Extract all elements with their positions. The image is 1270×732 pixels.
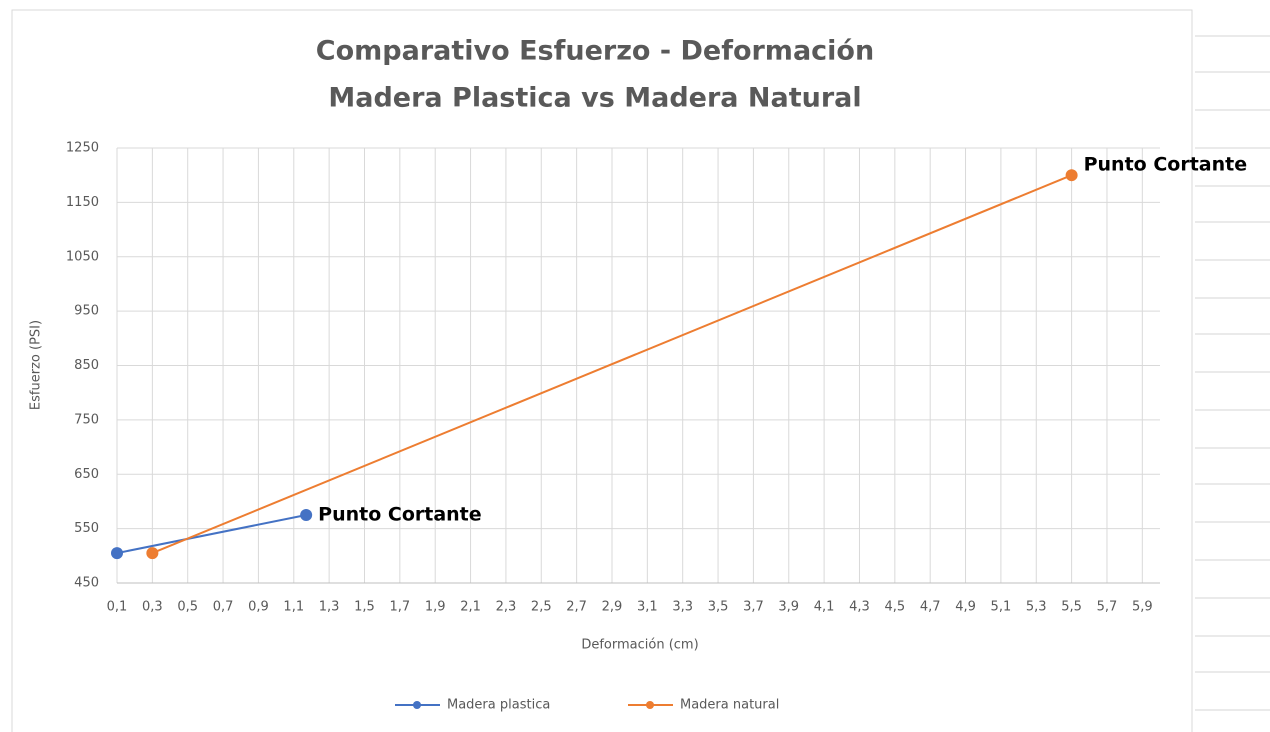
x-tick-label: 5,9 <box>1132 600 1153 615</box>
x-tick-label: 0,9 <box>248 600 269 615</box>
x-tick-label: 4,1 <box>814 600 835 615</box>
chart-title: Comparativo Esfuerzo - Deformación <box>316 36 874 67</box>
x-tick-label: 2,3 <box>496 600 517 615</box>
legend-marker <box>646 701 654 709</box>
x-axis-title: Deformación (cm) <box>581 638 698 653</box>
sheet-cells <box>1195 35 1270 711</box>
data-label: Punto Cortante <box>318 504 482 526</box>
x-tick-label: 4,9 <box>955 600 976 615</box>
series-line <box>151 174 1072 555</box>
y-tick-label: 1050 <box>66 249 99 264</box>
y-tick-label: 950 <box>74 304 99 319</box>
x-tick-label: 3,3 <box>672 600 693 615</box>
x-tick-label: 5,3 <box>1026 600 1047 615</box>
x-tick-label: 4,3 <box>849 600 870 615</box>
series-line <box>116 514 307 555</box>
x-tick-label: 3,5 <box>708 600 729 615</box>
data-point <box>111 547 123 560</box>
x-tick-label: 2,7 <box>566 600 587 615</box>
x-tick-label: 3,7 <box>743 600 764 615</box>
y-tick-label: 450 <box>74 576 99 591</box>
x-tick-label: 3,9 <box>778 600 799 615</box>
y-tick-label: 550 <box>74 521 99 536</box>
x-tick-label: 5,5 <box>1061 600 1082 615</box>
x-tick-label: 5,1 <box>991 600 1012 615</box>
x-tick-label: 4,7 <box>920 600 941 615</box>
x-tick-label: 5,7 <box>1097 600 1118 615</box>
x-tick-label: 0,7 <box>213 600 234 615</box>
x-tick-label: 4,5 <box>884 600 905 615</box>
x-tick-label: 2,9 <box>602 600 623 615</box>
x-tick-label: 0,1 <box>107 600 128 615</box>
x-tick-label: 2,1 <box>460 600 481 615</box>
data-point <box>146 547 159 560</box>
x-tick-label: 1,1 <box>283 600 304 615</box>
y-tick-label: 850 <box>74 358 99 373</box>
y-tick-label: 750 <box>74 412 99 427</box>
x-tick-label: 1,7 <box>390 600 411 615</box>
y-axis-title: Esfuerzo (PSI) <box>29 320 44 410</box>
data-label: Punto Cortante <box>1084 154 1248 176</box>
y-tick-label: 1250 <box>66 141 99 156</box>
x-tick-label: 2,5 <box>531 600 552 615</box>
x-tick-label: 3,1 <box>637 600 658 615</box>
data-point <box>300 509 313 522</box>
y-tick-label: 650 <box>74 467 99 482</box>
legend-marker <box>413 701 421 709</box>
chart-frame <box>11 9 1193 732</box>
x-tick-label: 0,3 <box>142 600 163 615</box>
legend-label: Madera natural <box>680 698 779 713</box>
legend-label: Madera plastica <box>447 698 550 713</box>
data-point <box>1065 169 1078 182</box>
x-tick-label: 1,5 <box>354 600 375 615</box>
x-tick-label: 0,5 <box>177 600 198 615</box>
chart-subtitle: Madera Plastica vs Madera Natural <box>328 83 861 114</box>
x-tick-label: 1,3 <box>319 600 340 615</box>
y-tick-label: 1150 <box>66 195 99 210</box>
x-tick-label: 1,9 <box>425 600 446 615</box>
